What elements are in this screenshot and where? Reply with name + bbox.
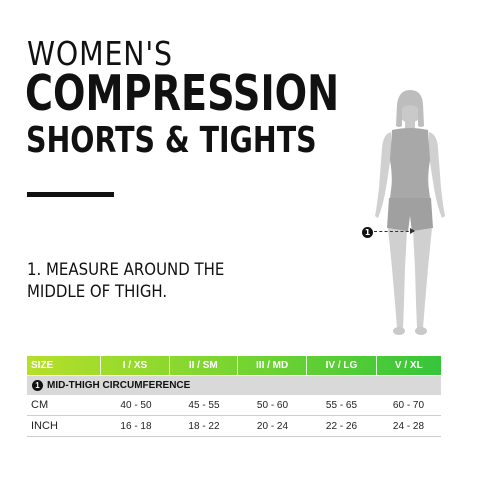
arrow-right-icon: [410, 228, 415, 234]
table-cell: 40 - 50: [120, 399, 152, 411]
size-chart-table: SIZE I / XS II / SM III / MD IV / LG V /…: [27, 356, 441, 437]
body-silhouette-icon: [375, 90, 445, 335]
table-cell: 18 - 22: [188, 420, 220, 432]
title-divider: [27, 192, 114, 197]
instruction-line-1: 1. MEASURE AROUND THE: [27, 260, 225, 280]
title-line-womens: WOMEN'S: [27, 34, 173, 73]
title-line-compression: COMPRESSION: [25, 65, 340, 122]
female-figure-illustration: [355, 88, 465, 343]
header-md: III / MD: [238, 356, 308, 375]
instruction-line-2: MIDDLE OF THIGH.: [27, 282, 168, 302]
header-sm: II / SM: [170, 356, 238, 375]
header-size: SIZE: [27, 356, 102, 375]
thigh-measure-marker: 1: [362, 227, 373, 238]
table-cell: 16 - 18: [120, 420, 152, 432]
title-line-shorts-tights: SHORTS & TIGHTS: [26, 120, 317, 161]
table-cell: 20 - 24: [256, 420, 289, 432]
header-xs: I / XS: [101, 356, 170, 375]
thigh-measure-line: [374, 231, 414, 232]
table-row: INCH 16 - 18 18 - 22 20 - 24 22 - 26 24 …: [27, 416, 441, 437]
section-label: MID-THIGH CIRCUMFERENCE: [47, 380, 191, 391]
table-cell: 45 - 55: [188, 399, 220, 411]
table-cell: 60 - 70: [392, 399, 425, 411]
section-number-badge: 1: [32, 380, 43, 391]
table-header-row: SIZE I / XS II / SM III / MD IV / LG V /…: [27, 356, 441, 375]
table-row: CM 40 - 50 45 - 55 50 - 60 55 - 65 60 - …: [27, 395, 441, 416]
row-unit-inch: INCH: [31, 420, 58, 432]
header-xl: V / XL: [394, 360, 423, 371]
header-lg: IV / LG: [307, 356, 377, 375]
row-unit-cm: CM: [31, 399, 49, 411]
table-cell: 50 - 60: [256, 399, 289, 411]
measure-instruction: 1. MEASURE AROUND THE MIDDLE OF THIGH.: [27, 259, 224, 303]
table-section-row: 1 MID-THIGH CIRCUMFERENCE: [27, 376, 441, 395]
table-cell: 55 - 65: [325, 399, 358, 411]
table-cell: 24 - 28: [392, 420, 425, 432]
table-cell: 22 - 26: [325, 420, 358, 432]
